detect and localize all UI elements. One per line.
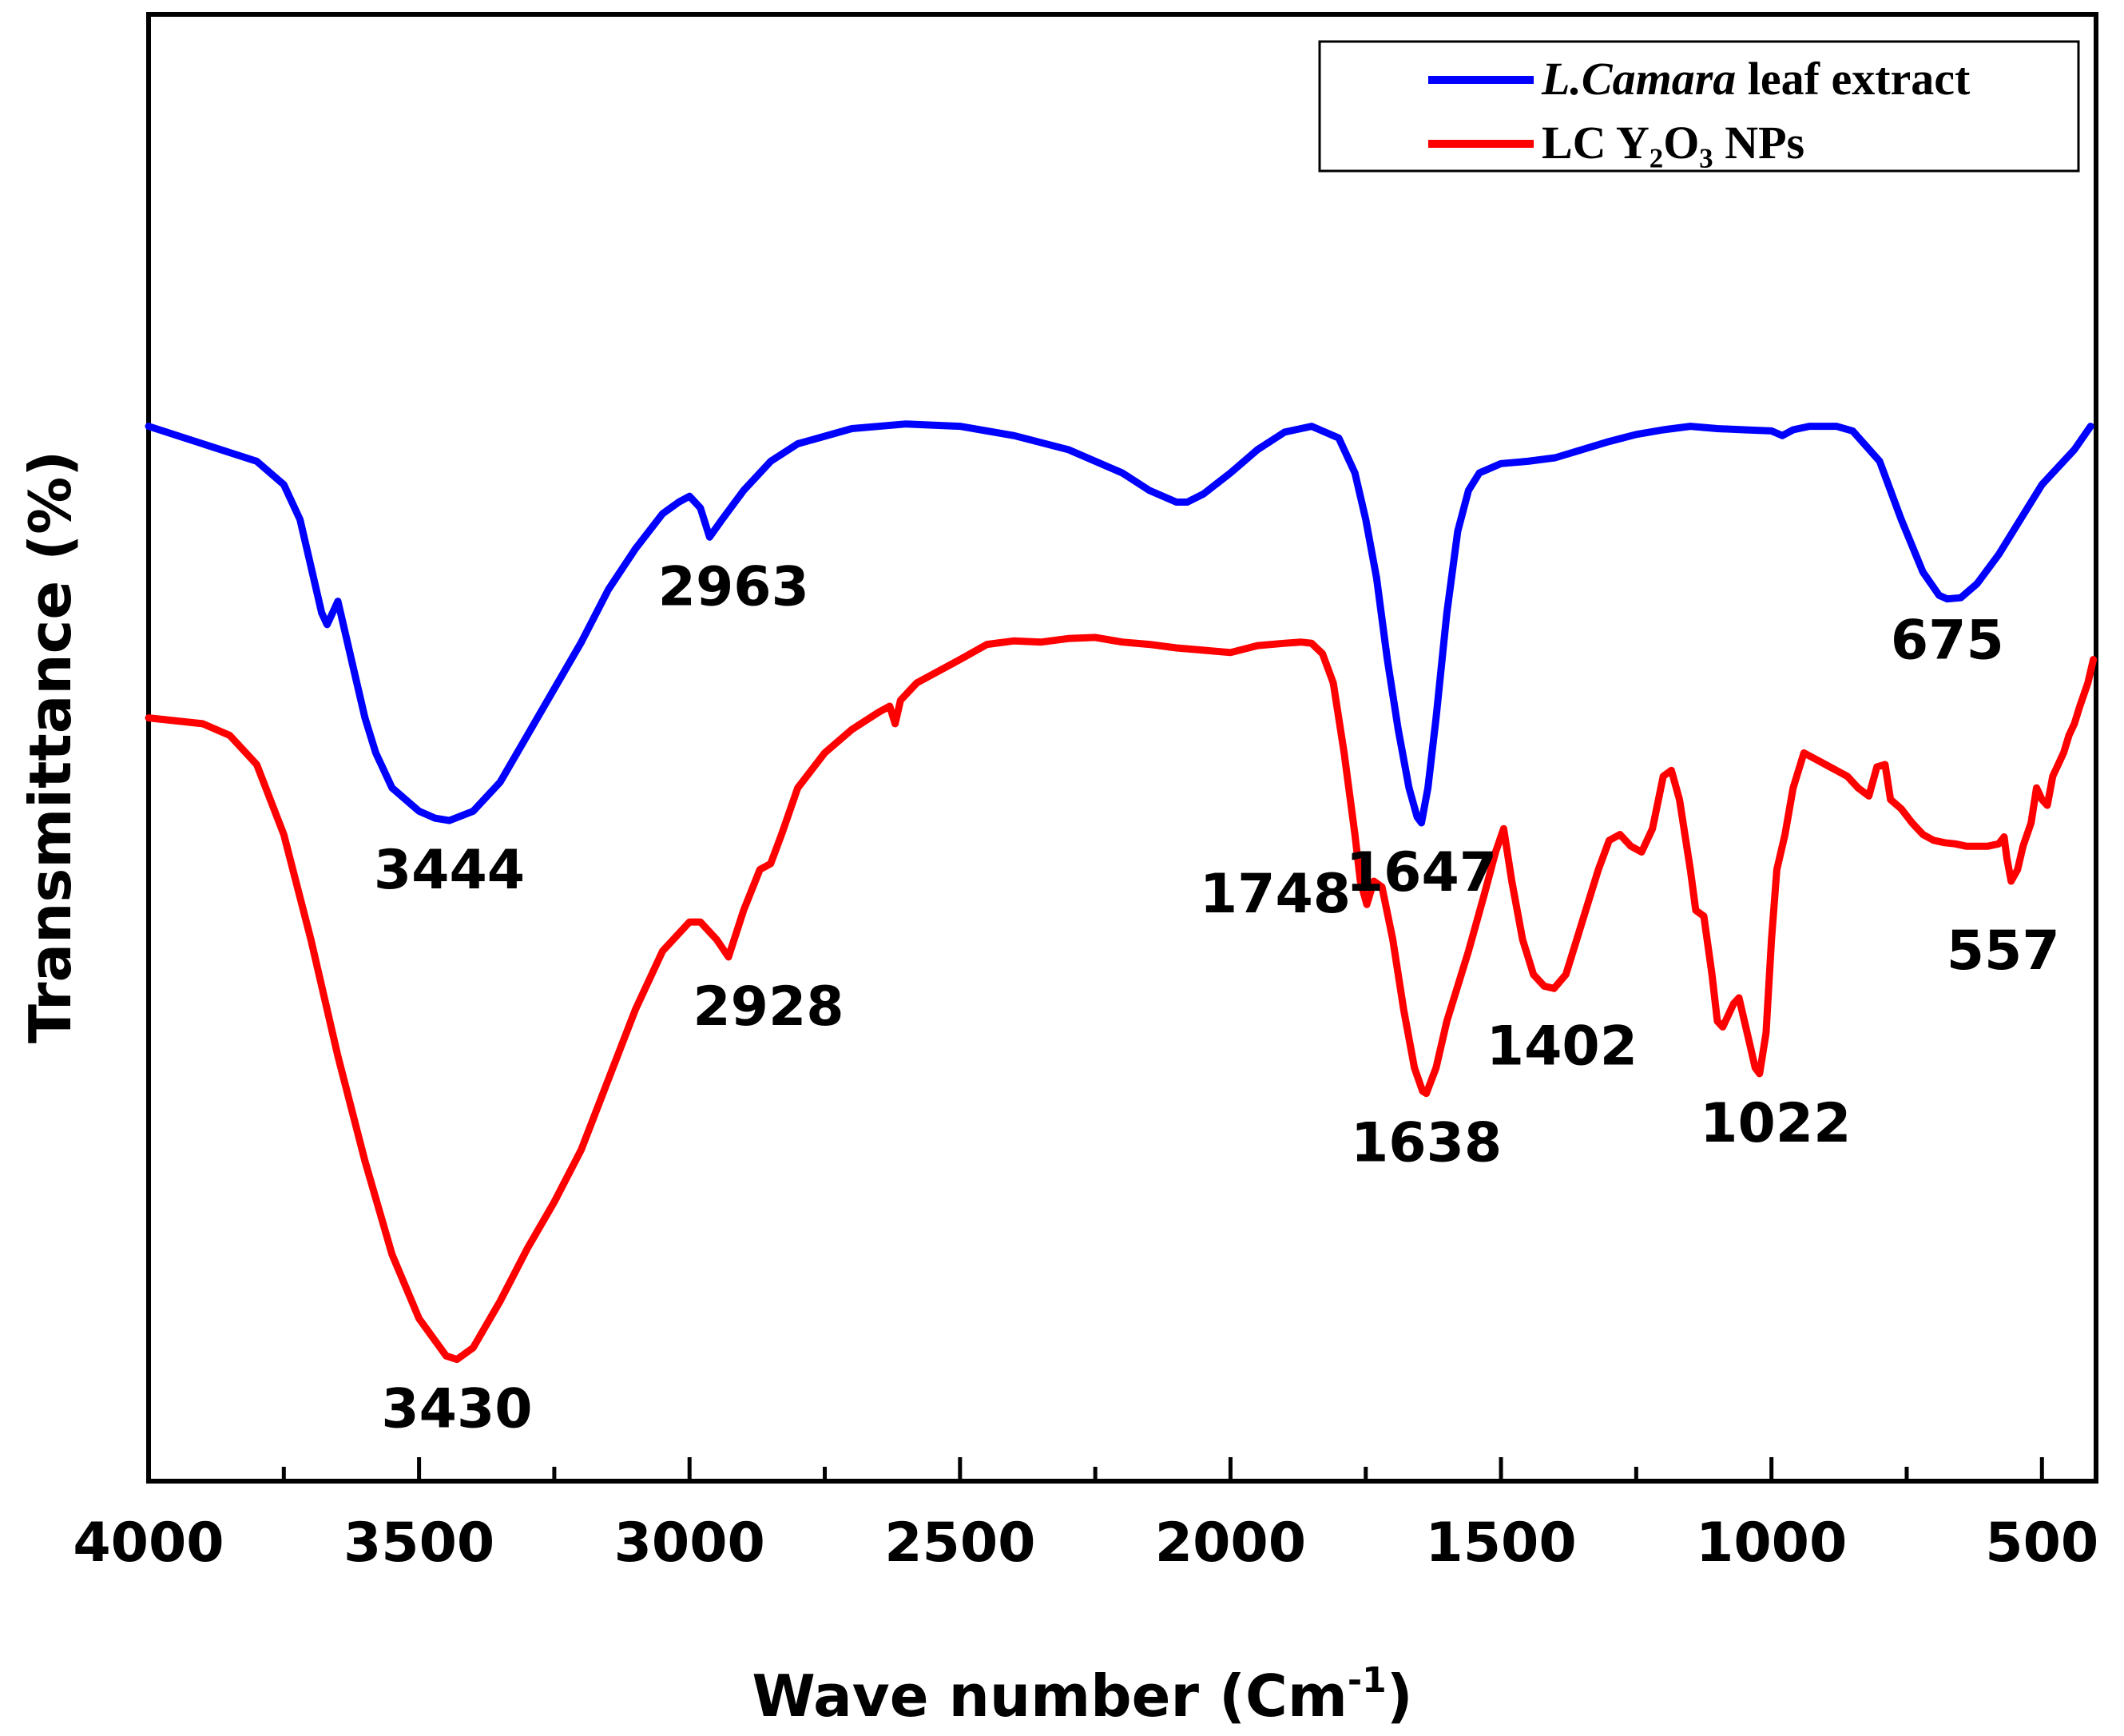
- y-axis-title: Transmittance (%): [17, 451, 84, 1043]
- legend-box: [1318, 40, 2080, 173]
- x-tick-label-2000: 2000: [1155, 1512, 1306, 1575]
- x-tick-label-500: 500: [1985, 1512, 2098, 1575]
- x-axis-title: Wave number (Cm-1): [752, 1660, 1412, 1730]
- peak-label-557: 557: [1947, 920, 2060, 983]
- legend-label-nanoparticles: LC Y₂O₃ NPs: [1542, 117, 1804, 169]
- peak-label-1647: 1647: [1346, 841, 1497, 904]
- peak-label-3444: 3444: [374, 839, 525, 902]
- x-tick-label-3000: 3000: [614, 1512, 765, 1575]
- series-layer: [145, 420, 2098, 1364]
- peak-label-2963: 2963: [658, 555, 809, 618]
- x-axis-tick-labels: 4000 3500 3000 2500 2000 1500 1000 500: [73, 1512, 2098, 1575]
- peak-label-3430: 3430: [381, 1378, 532, 1441]
- x-tick-label-2500: 2500: [884, 1512, 1035, 1575]
- legend: L.Camara leaf extract LC Y₂O₃ NPs: [1318, 40, 2080, 173]
- series-line-nanoparticles: [145, 634, 2098, 1364]
- x-axis-ticks: [146, 1457, 2044, 1481]
- peak-label-2928: 2928: [693, 975, 844, 1039]
- peak-label-1748: 1748: [1200, 863, 1351, 926]
- series-line-leaf-extract: [145, 420, 2094, 827]
- legend-label-italic: L.Camara: [1541, 53, 1736, 105]
- x-axis-title-close: ): [1387, 1663, 1413, 1730]
- legend-label-leaf-extract: L.Camara leaf extract: [1541, 53, 1971, 105]
- x-axis-title-sup: -1: [1348, 1660, 1387, 1701]
- x-tick-label-4000: 4000: [73, 1512, 224, 1575]
- peak-label-1402: 1402: [1487, 1015, 1638, 1078]
- x-tick-label-1500: 1500: [1425, 1512, 1576, 1575]
- peak-label-1022: 1022: [1700, 1092, 1851, 1155]
- peak-label-1638: 1638: [1351, 1112, 1502, 1175]
- x-tick-label-1000: 1000: [1696, 1512, 1847, 1575]
- legend-label-rest: leaf extract: [1736, 53, 1971, 105]
- x-axis-title-main: Wave number (Cm: [752, 1663, 1348, 1730]
- plot-frame: [146, 12, 2098, 1484]
- x-tick-label-3500: 3500: [343, 1512, 494, 1575]
- peak-annotations: 3444 2963 1647 675 3430 2928 1748 1638 1402 1022 5…: [374, 555, 2060, 1440]
- peak-label-675: 675: [1891, 610, 2004, 673]
